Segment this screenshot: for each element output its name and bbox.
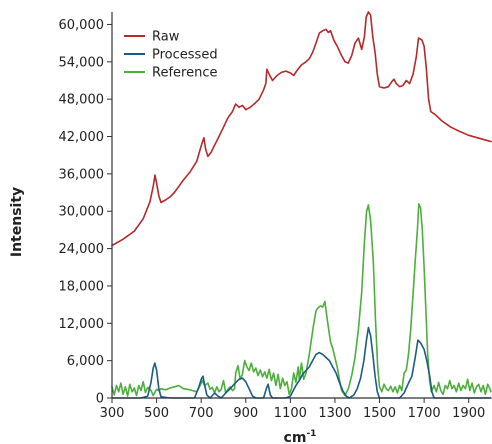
legend-label-reference: Reference xyxy=(152,66,217,81)
series-line-reference xyxy=(111,203,492,397)
y-tick-label: 30,000 xyxy=(59,205,105,220)
legend-label-processed: Processed xyxy=(152,48,218,63)
y-tick-label: 42,000 xyxy=(59,130,105,145)
plot-lines xyxy=(111,11,492,399)
series-line-processed xyxy=(111,326,492,399)
y-tick-label: 12,000 xyxy=(59,317,105,332)
legend: Raw Processed Reference xyxy=(124,30,218,81)
x-tick-label: 1300 xyxy=(318,406,351,421)
x-axis-label-superscript: -1 xyxy=(306,429,316,439)
axes xyxy=(111,12,491,399)
y-tick-label: 18,000 xyxy=(59,279,105,294)
x-tick-label: 900 xyxy=(233,406,258,421)
x-tick-label: 300 xyxy=(100,406,125,421)
y-tick-label: 6,000 xyxy=(67,354,104,369)
x-tick-label: 500 xyxy=(144,406,169,421)
x-axis-label-base: cm xyxy=(284,430,307,444)
x-tick-label: 1900 xyxy=(452,406,485,421)
x-tick-label: 1100 xyxy=(274,406,307,421)
y-tick-label: 36,000 xyxy=(59,167,105,182)
x-tick-label: 1700 xyxy=(408,406,441,421)
y-tick-label: 60,000 xyxy=(59,18,105,33)
y-tick-label: 24,000 xyxy=(59,242,105,257)
x-axis-label: cm-1 xyxy=(284,429,317,444)
y-tick-label: 48,000 xyxy=(59,93,105,108)
legend-label-raw: Raw xyxy=(152,30,180,45)
x-tick-label: 1500 xyxy=(363,406,396,421)
series-line-raw xyxy=(111,11,492,247)
x-tick-label: 700 xyxy=(189,406,214,421)
y-axis-label: Intensity xyxy=(9,187,25,257)
y-tick-label: 0 xyxy=(96,392,104,407)
ticks: 0 6,000 12,000 18,000 24,000 30,000 36,000 42,0… xyxy=(59,18,486,421)
y-tick-label: 54,000 xyxy=(59,55,105,70)
